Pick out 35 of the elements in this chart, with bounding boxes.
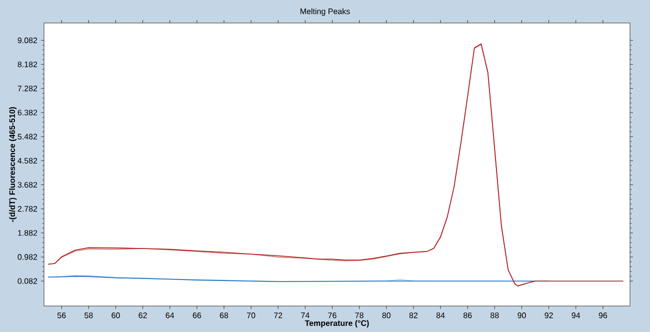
x-tick-label: 66 xyxy=(192,312,202,318)
x-tick-label: 74 xyxy=(301,312,310,318)
x-tick-label: 86 xyxy=(464,312,472,318)
x-tick-label: 78 xyxy=(355,312,364,318)
x-tick-label: 56 xyxy=(57,312,66,318)
x-tick-label: 96 xyxy=(598,312,608,318)
x-axis-title: Temperature (°C) xyxy=(304,320,369,328)
x-tick-label: 60 xyxy=(112,312,120,318)
x-tick-label: 68 xyxy=(220,312,228,318)
y-tick-label: 1.882 xyxy=(18,230,38,236)
x-tick-label: 64 xyxy=(166,312,174,318)
x-tick-label: 76 xyxy=(328,312,336,318)
y-tick-label: 6.382 xyxy=(18,110,38,116)
chart-title: Melting Peaks xyxy=(300,8,350,16)
y-tick-label: 0.982 xyxy=(18,254,38,260)
x-tick-label: 82 xyxy=(409,312,418,318)
x-tick-label: 88 xyxy=(490,312,499,318)
x-tick-label: 62 xyxy=(138,312,147,318)
y-tick-label: 0.082 xyxy=(18,278,38,284)
x-tick-label: 94 xyxy=(572,312,580,318)
y-tick-label: 7.282 xyxy=(18,86,38,92)
x-tick-label: 70 xyxy=(247,312,256,318)
y-tick-label: 9.082 xyxy=(18,38,38,44)
y-tick-label: 5.482 xyxy=(18,134,38,140)
y-tick-label: 8.182 xyxy=(18,62,38,68)
x-tick-label: 80 xyxy=(382,312,391,318)
x-tick-label: 58 xyxy=(84,312,93,318)
y-tick-label: 2.782 xyxy=(18,206,38,212)
x-tick-label: 90 xyxy=(518,312,526,318)
x-tick-label: 92 xyxy=(544,312,553,318)
y-tick-label: 4.582 xyxy=(18,158,38,164)
x-tick-label: 72 xyxy=(274,312,282,318)
x-tick-label: 84 xyxy=(436,312,445,318)
y-axis-title: -(d/dT) Fluorescence (465-510) xyxy=(9,107,17,222)
y-tick-label: 3.682 xyxy=(18,182,38,188)
